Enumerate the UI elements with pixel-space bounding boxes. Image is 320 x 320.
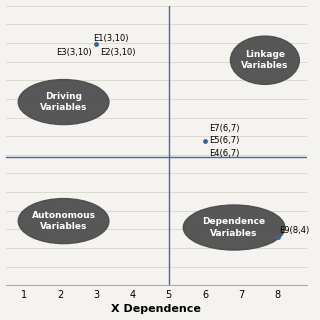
Text: Linkage
Variables: Linkage Variables bbox=[241, 50, 289, 70]
Ellipse shape bbox=[18, 199, 109, 244]
Text: E2(3,10): E2(3,10) bbox=[100, 48, 136, 57]
X-axis label: X Dependence: X Dependence bbox=[111, 304, 201, 315]
Text: E1(3,10): E1(3,10) bbox=[93, 34, 129, 43]
Text: Driving
Variables: Driving Variables bbox=[40, 92, 87, 112]
Ellipse shape bbox=[18, 80, 109, 124]
Text: E7(6,7): E7(6,7) bbox=[209, 124, 240, 132]
Text: Autonomous
Variables: Autonomous Variables bbox=[32, 211, 96, 231]
Text: Dependence
Variables: Dependence Variables bbox=[203, 218, 266, 237]
Text: E4(6,7): E4(6,7) bbox=[209, 149, 240, 158]
Ellipse shape bbox=[183, 205, 285, 250]
Text: E9(8,4): E9(8,4) bbox=[279, 226, 310, 235]
Text: E3(3,10): E3(3,10) bbox=[56, 48, 92, 57]
Text: E5(6,7): E5(6,7) bbox=[209, 136, 240, 145]
Ellipse shape bbox=[230, 36, 299, 84]
